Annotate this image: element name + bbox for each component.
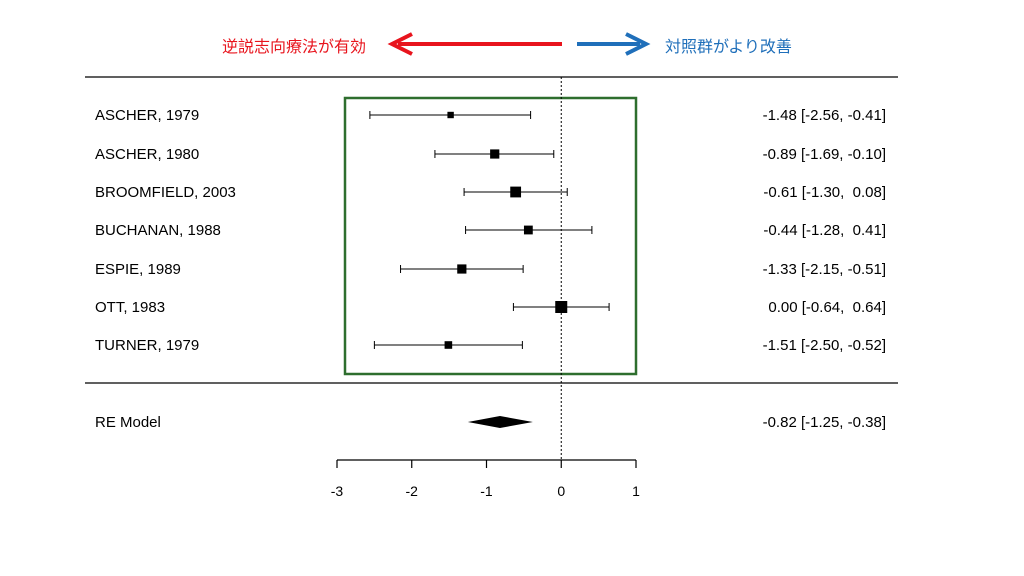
study-row: ASCHER, 1979 -1.48 [-2.56, -0.41] [95,107,886,124]
study-label: ESPIE, 1989 [95,261,181,278]
left-arrow-icon [387,32,562,56]
study-label: BUCHANAN, 1988 [95,222,221,239]
point-estimate-marker [444,341,453,349]
study-label: BROOMFIELD, 2003 [95,184,236,201]
point-estimate-marker [555,301,568,313]
right-favor-label: 対照群がより改善 [665,37,792,56]
effect-ci-text: -0.89 [-1.69, -0.10] [763,146,886,163]
point-estimate-marker [490,149,500,159]
study-row: BROOMFIELD, 2003 -0.61 [-1.30, 0.08] [95,184,886,201]
effect-ci-text: -0.44 [-1.28, 0.41] [763,222,886,239]
x-tick-label: 1 [632,483,640,499]
study-label: ASCHER, 1980 [95,146,199,163]
study-row: ASCHER, 1980 -0.89 [-1.69, -0.10] [95,146,886,163]
summary-label: RE Model [95,414,161,431]
summary-ci-text: -0.82 [-1.25, -0.38] [763,414,886,431]
effect-ci-text: -1.51 [-2.50, -0.52] [763,337,886,354]
x-tick-label: 0 [557,483,565,499]
point-estimate-marker [523,225,533,235]
study-row: ESPIE, 1989 -1.33 [-2.15, -0.51] [95,261,886,278]
study-label: OTT, 1983 [95,299,165,316]
point-estimate-marker [447,111,454,119]
study-label: TURNER, 1979 [95,337,199,354]
study-row: OTT, 1983 0.00 [-0.64, 0.64] [95,299,886,316]
effect-ci-text: -1.48 [-2.56, -0.41] [763,107,886,124]
study-row: TURNER, 1979 -1.51 [-2.50, -0.52] [95,337,886,354]
study-row: BUCHANAN, 1988 -0.44 [-1.28, 0.41] [95,222,886,239]
x-tick-label: -3 [331,483,344,499]
left-favor-label: 逆説志向療法が有効 [222,37,366,56]
effect-ci-text: -1.33 [-2.15, -0.51] [763,261,886,278]
point-estimate-marker [510,186,522,198]
point-estimate-marker [457,264,467,274]
study-label: ASCHER, 1979 [95,107,199,124]
effect-ci-text: 0.00 [-0.64, 0.64] [768,299,886,316]
summary-diamond [467,416,533,428]
highlight-box [343,96,638,376]
x-tick-label: -2 [406,483,419,499]
effect-ci-text: -0.61 [-1.30, 0.08] [763,184,886,201]
x-tick-label: -1 [480,483,493,499]
right-arrow-icon [577,32,651,56]
